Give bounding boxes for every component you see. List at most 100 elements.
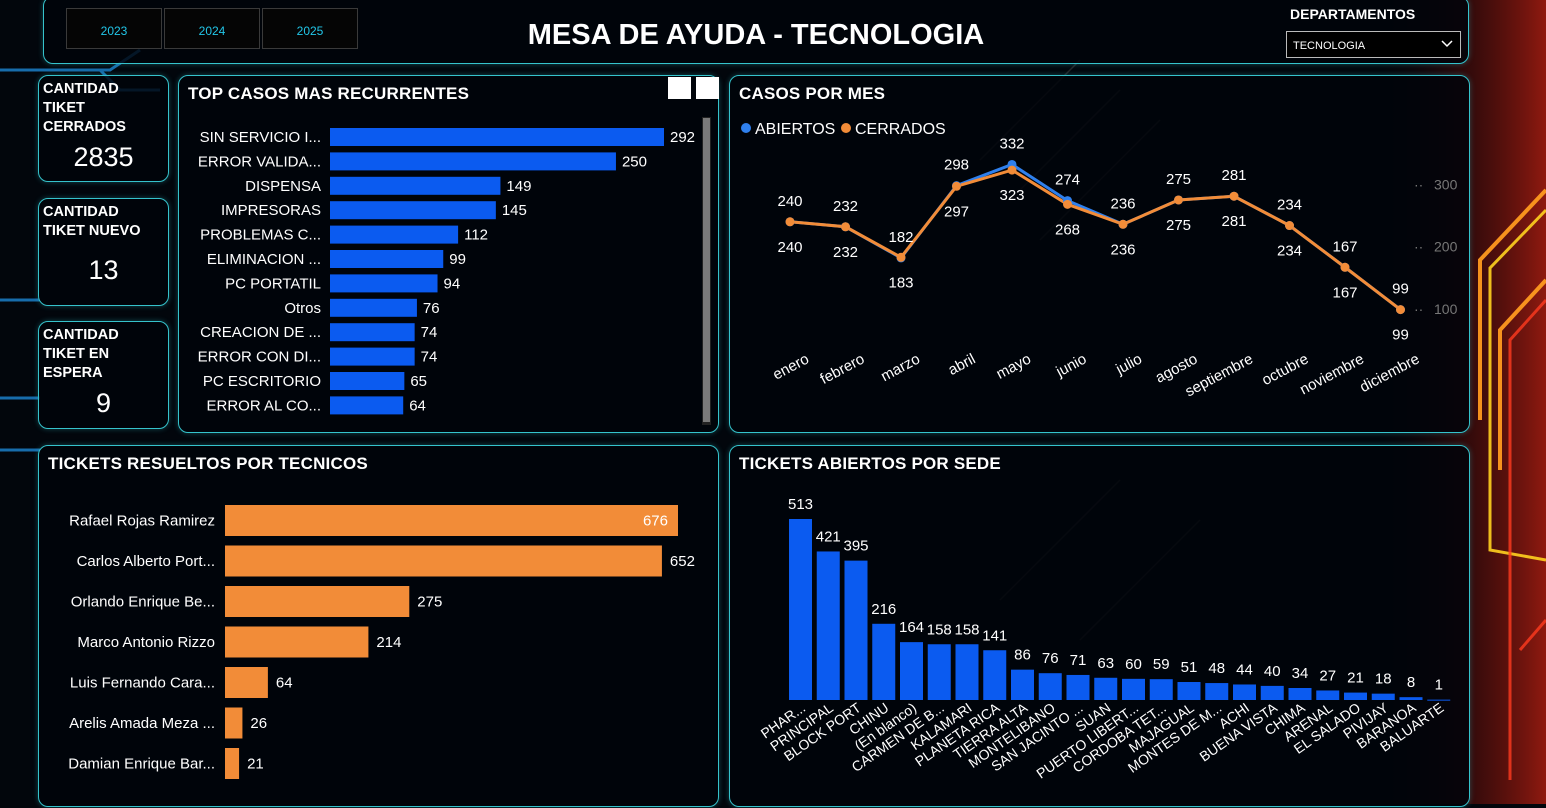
kpi-value-waiting: 9 [95,388,112,418]
bar[interactable] [330,274,438,293]
bar[interactable] [1371,693,1395,700]
data-point[interactable] [896,252,906,262]
bar[interactable] [900,642,923,700]
y-tick-label: 200 [1434,239,1458,255]
bar[interactable] [330,225,459,244]
bar-label: DISPENSA [245,178,321,195]
bar[interactable] [1427,699,1451,701]
x-tick-label: julio [1112,351,1144,379]
bar-value-label: 158 [954,621,979,638]
department-selected-value: TECNOLOGIA [1293,40,1366,52]
header-bar: 2023 2024 2025 MESA DE AYUDA - TECNOLOGI… [43,0,1469,64]
data-point[interactable] [952,181,961,191]
data-point[interactable] [841,222,850,232]
data-label-open: 274 [1055,172,1080,189]
technicians-panel: TICKETS RESUELTOS POR TECNICOS Rafael Ro… [38,445,719,807]
data-point[interactable] [1118,219,1128,229]
data-point[interactable] [1007,165,1017,175]
bar[interactable] [1316,690,1340,700]
bar-value-label: 27 [1319,667,1336,684]
bar[interactable] [844,560,868,700]
bar[interactable] [1149,679,1173,700]
bar[interactable] [330,152,616,171]
scrollbar-track[interactable] [702,117,711,425]
bar[interactable] [225,707,243,739]
bar[interactable] [1122,678,1145,700]
bar[interactable] [330,128,664,146]
kpi-card-closed: CANTIDAD TIKET CERRADOS 2835 [38,75,169,182]
legend-label[interactable]: CERRADOS [855,121,946,138]
bar[interactable] [330,176,501,195]
bar-value-label: 60 [1125,656,1142,673]
panel-title: TICKETS RESUELTOS POR TECNICOS [48,454,368,473]
year-filter-2024[interactable]: 2024 [164,8,260,49]
bar-value-label: 65 [410,373,427,390]
bar[interactable] [225,748,240,779]
bar[interactable] [330,396,404,415]
more-options-icon[interactable] [696,77,719,99]
bar[interactable] [330,372,405,390]
legend-label[interactable]: ABIERTOS [755,121,835,138]
data-label-open: 99 [1392,281,1409,298]
bar[interactable] [330,323,415,342]
kpi-card-new: CANTIDAD TIKET NUEVO 13 [38,198,169,306]
data-point[interactable] [1285,221,1294,231]
data-point[interactable] [785,217,795,227]
bar[interactable] [1038,673,1062,700]
bar[interactable] [1011,669,1034,700]
bar[interactable] [330,298,417,317]
bar-value-label: 99 [449,251,466,268]
bar[interactable] [983,650,1007,700]
department-label: DEPARTAMENTOS [1290,6,1416,22]
data-point[interactable] [1229,191,1239,201]
bar[interactable] [1177,682,1201,700]
data-label-closed: 232 [833,244,858,261]
bar[interactable] [225,545,662,577]
bar[interactable] [225,626,369,658]
y-tick-label: 300 [1434,176,1458,192]
year-filter-2025[interactable]: 2025 [262,8,358,49]
data-point[interactable] [1063,199,1072,209]
bar[interactable] [1094,677,1118,700]
bar-value-label: 1 [1435,677,1443,694]
scrollbar-thumb[interactable] [703,118,710,422]
bar-label: ELIMINACION ... [207,251,321,268]
bar[interactable] [1066,674,1090,700]
focus-mode-icon[interactable] [668,77,691,99]
bar[interactable] [1260,685,1284,700]
year-filter-2023[interactable]: 2023 [66,8,162,49]
x-tick-label: enero [770,351,812,384]
bar[interactable] [330,201,496,220]
bar-value-label: 34 [1292,665,1309,682]
bar[interactable] [1288,688,1312,700]
bar[interactable] [1399,697,1423,700]
department-dropdown[interactable]: TECNOLOGIA [1286,31,1461,58]
data-label-closed: 268 [1055,221,1080,238]
bar-label: Luis Fernando Cara... [70,675,215,692]
bar-label: SIN SERVICIO I... [200,129,321,146]
data-point[interactable] [1340,262,1350,272]
bar[interactable] [789,519,812,700]
series-line [789,162,1402,311]
bar-label: ERROR VALIDA... [198,153,321,170]
bar[interactable] [872,623,896,700]
data-label-open: 275 [1166,171,1191,188]
panel-title: TOP CASOS MAS RECURRENTES [188,84,470,103]
bar[interactable] [225,505,678,536]
bar[interactable] [225,667,268,698]
bar[interactable] [816,551,840,700]
bar[interactable] [1205,683,1229,700]
bar[interactable] [225,586,410,617]
bar[interactable] [927,644,951,700]
data-point[interactable] [1396,305,1405,315]
bar[interactable] [330,250,444,268]
bar[interactable] [330,347,415,366]
data-point[interactable] [1174,195,1183,205]
bar-label: ERROR AL CO... [207,397,321,414]
bar-value-label: 94 [444,275,461,292]
bar[interactable] [1233,684,1256,700]
legend-marker [741,123,751,133]
x-tick-label: noviembre [1297,351,1367,399]
bar[interactable] [955,644,979,700]
bar[interactable] [1344,692,1367,700]
